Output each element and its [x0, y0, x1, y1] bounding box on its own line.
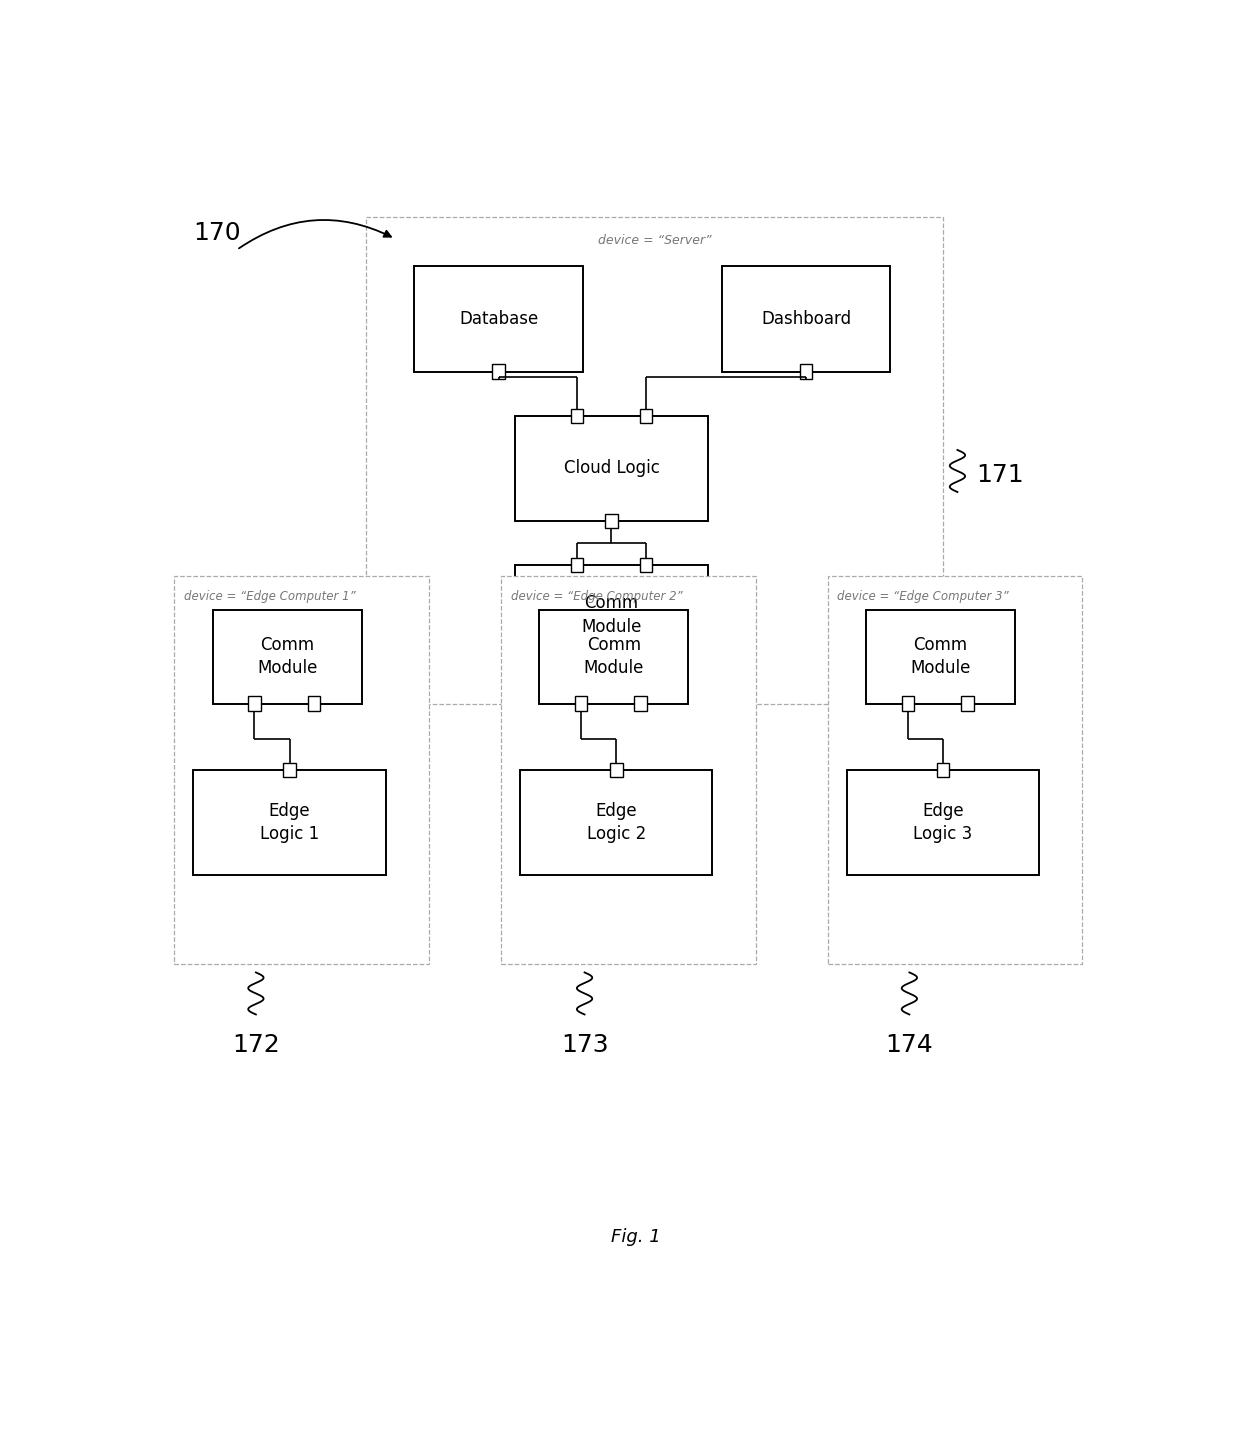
Bar — [640, 558, 652, 572]
Text: Comm
Module: Comm Module — [257, 635, 317, 677]
Bar — [539, 609, 688, 704]
Text: Cloud Logic: Cloud Logic — [563, 460, 660, 477]
Bar — [516, 415, 708, 522]
Text: 173: 173 — [560, 1033, 609, 1058]
Bar — [640, 408, 652, 422]
Bar — [961, 697, 973, 711]
Text: Edge
Logic 3: Edge Logic 3 — [914, 802, 972, 844]
Bar — [936, 763, 950, 777]
Bar — [521, 770, 713, 875]
Bar — [213, 609, 362, 704]
Bar — [570, 408, 583, 422]
Bar — [575, 697, 588, 711]
Bar — [610, 763, 622, 777]
Bar — [367, 217, 942, 704]
Text: 170: 170 — [193, 221, 241, 246]
Bar — [492, 365, 505, 379]
Bar — [722, 266, 890, 372]
Text: device = “Edge Computer 2”: device = “Edge Computer 2” — [511, 589, 682, 602]
Bar — [847, 770, 1039, 875]
Bar — [414, 266, 583, 372]
Text: Edge
Logic 1: Edge Logic 1 — [260, 802, 319, 844]
Text: 171: 171 — [977, 463, 1024, 487]
Bar — [800, 365, 812, 379]
Text: Fig. 1: Fig. 1 — [610, 1227, 661, 1246]
Bar — [866, 609, 1016, 704]
Text: Comm
Module: Comm Module — [584, 635, 644, 677]
Bar — [248, 697, 260, 711]
Text: device = “Edge Computer 1”: device = “Edge Computer 1” — [184, 589, 356, 602]
Text: Comm
Module: Comm Module — [910, 635, 971, 677]
Bar — [901, 697, 914, 711]
Text: Comm
Module: Comm Module — [582, 595, 641, 635]
Bar — [501, 576, 755, 964]
Bar — [570, 558, 583, 572]
Text: Edge
Logic 2: Edge Logic 2 — [587, 802, 646, 844]
Text: Database: Database — [459, 310, 538, 328]
Bar — [308, 697, 320, 711]
Text: 172: 172 — [232, 1033, 280, 1058]
Bar — [828, 576, 1083, 964]
Bar — [516, 565, 708, 665]
Text: device = “Server”: device = “Server” — [598, 234, 712, 247]
Bar — [193, 770, 386, 875]
Bar — [635, 697, 647, 711]
Bar — [605, 514, 618, 529]
Bar — [283, 763, 296, 777]
Bar — [174, 576, 429, 964]
Text: device = “Edge Computer 3”: device = “Edge Computer 3” — [837, 589, 1009, 602]
Text: 174: 174 — [885, 1033, 934, 1058]
Text: Dashboard: Dashboard — [761, 310, 851, 328]
